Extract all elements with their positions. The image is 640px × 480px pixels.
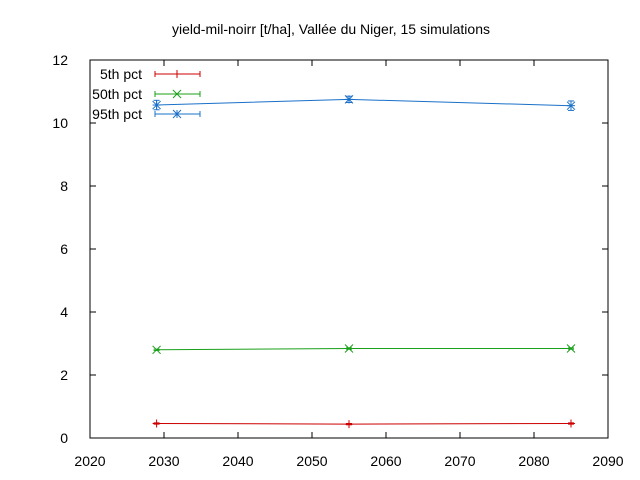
data-point — [567, 419, 575, 428]
marker-stroke — [152, 100, 161, 110]
data-point — [152, 100, 161, 110]
y-tick-label: 0 — [60, 430, 68, 446]
data-point — [172, 89, 182, 99]
chart-title: yield-mil-noirr [t/ha], Vallée du Niger,… — [172, 21, 490, 37]
y-tick-label: 10 — [52, 115, 68, 131]
y-tick-label: 8 — [60, 178, 68, 194]
data-point — [566, 101, 576, 111]
marker-stroke — [344, 344, 354, 353]
legend-label: 95th pct — [92, 106, 142, 122]
x-tick-label: 2060 — [370, 453, 401, 469]
y-tick-label: 2 — [60, 367, 68, 383]
x-tick-label: 2020 — [74, 453, 105, 469]
x-tick-label: 2030 — [148, 453, 179, 469]
y-tick-label: 12 — [52, 52, 68, 68]
x-tick-label: 2040 — [222, 453, 253, 469]
y-tick-label: 6 — [60, 241, 68, 257]
data-point — [172, 109, 182, 119]
legend-label: 50th pct — [92, 86, 142, 102]
series-line — [156, 348, 571, 351]
data-point — [173, 70, 181, 78]
data-point — [344, 344, 354, 353]
x-tick-label: 2050 — [296, 453, 327, 469]
x-tick-label: 2070 — [444, 453, 475, 469]
y-tick-label: 4 — [60, 304, 68, 320]
data-point — [344, 95, 354, 104]
plot-frame — [89, 59, 609, 439]
series-line — [156, 423, 572, 425]
marker-stroke — [566, 101, 576, 111]
marker-stroke — [152, 345, 161, 355]
x-tick-label: 2090 — [592, 453, 623, 469]
series-layer — [152, 95, 576, 429]
marker-stroke — [344, 95, 354, 104]
marker-stroke — [172, 109, 182, 119]
x-tick-label: 2080 — [518, 453, 549, 469]
data-point — [566, 344, 576, 353]
data-point — [345, 420, 353, 429]
marker-stroke — [566, 344, 576, 353]
marker-stroke — [172, 89, 182, 99]
data-point — [152, 345, 161, 355]
axes: 2020 2030 2040 2050 2060 2070 2080 2090 0 2 4 6 8 10 1… — [52, 52, 623, 469]
legend-label: 5th pct — [100, 66, 142, 82]
series-line — [156, 98, 572, 107]
data-point — [152, 419, 161, 428]
legend: 5th pct 50th pct 95th pct — [92, 66, 201, 122]
